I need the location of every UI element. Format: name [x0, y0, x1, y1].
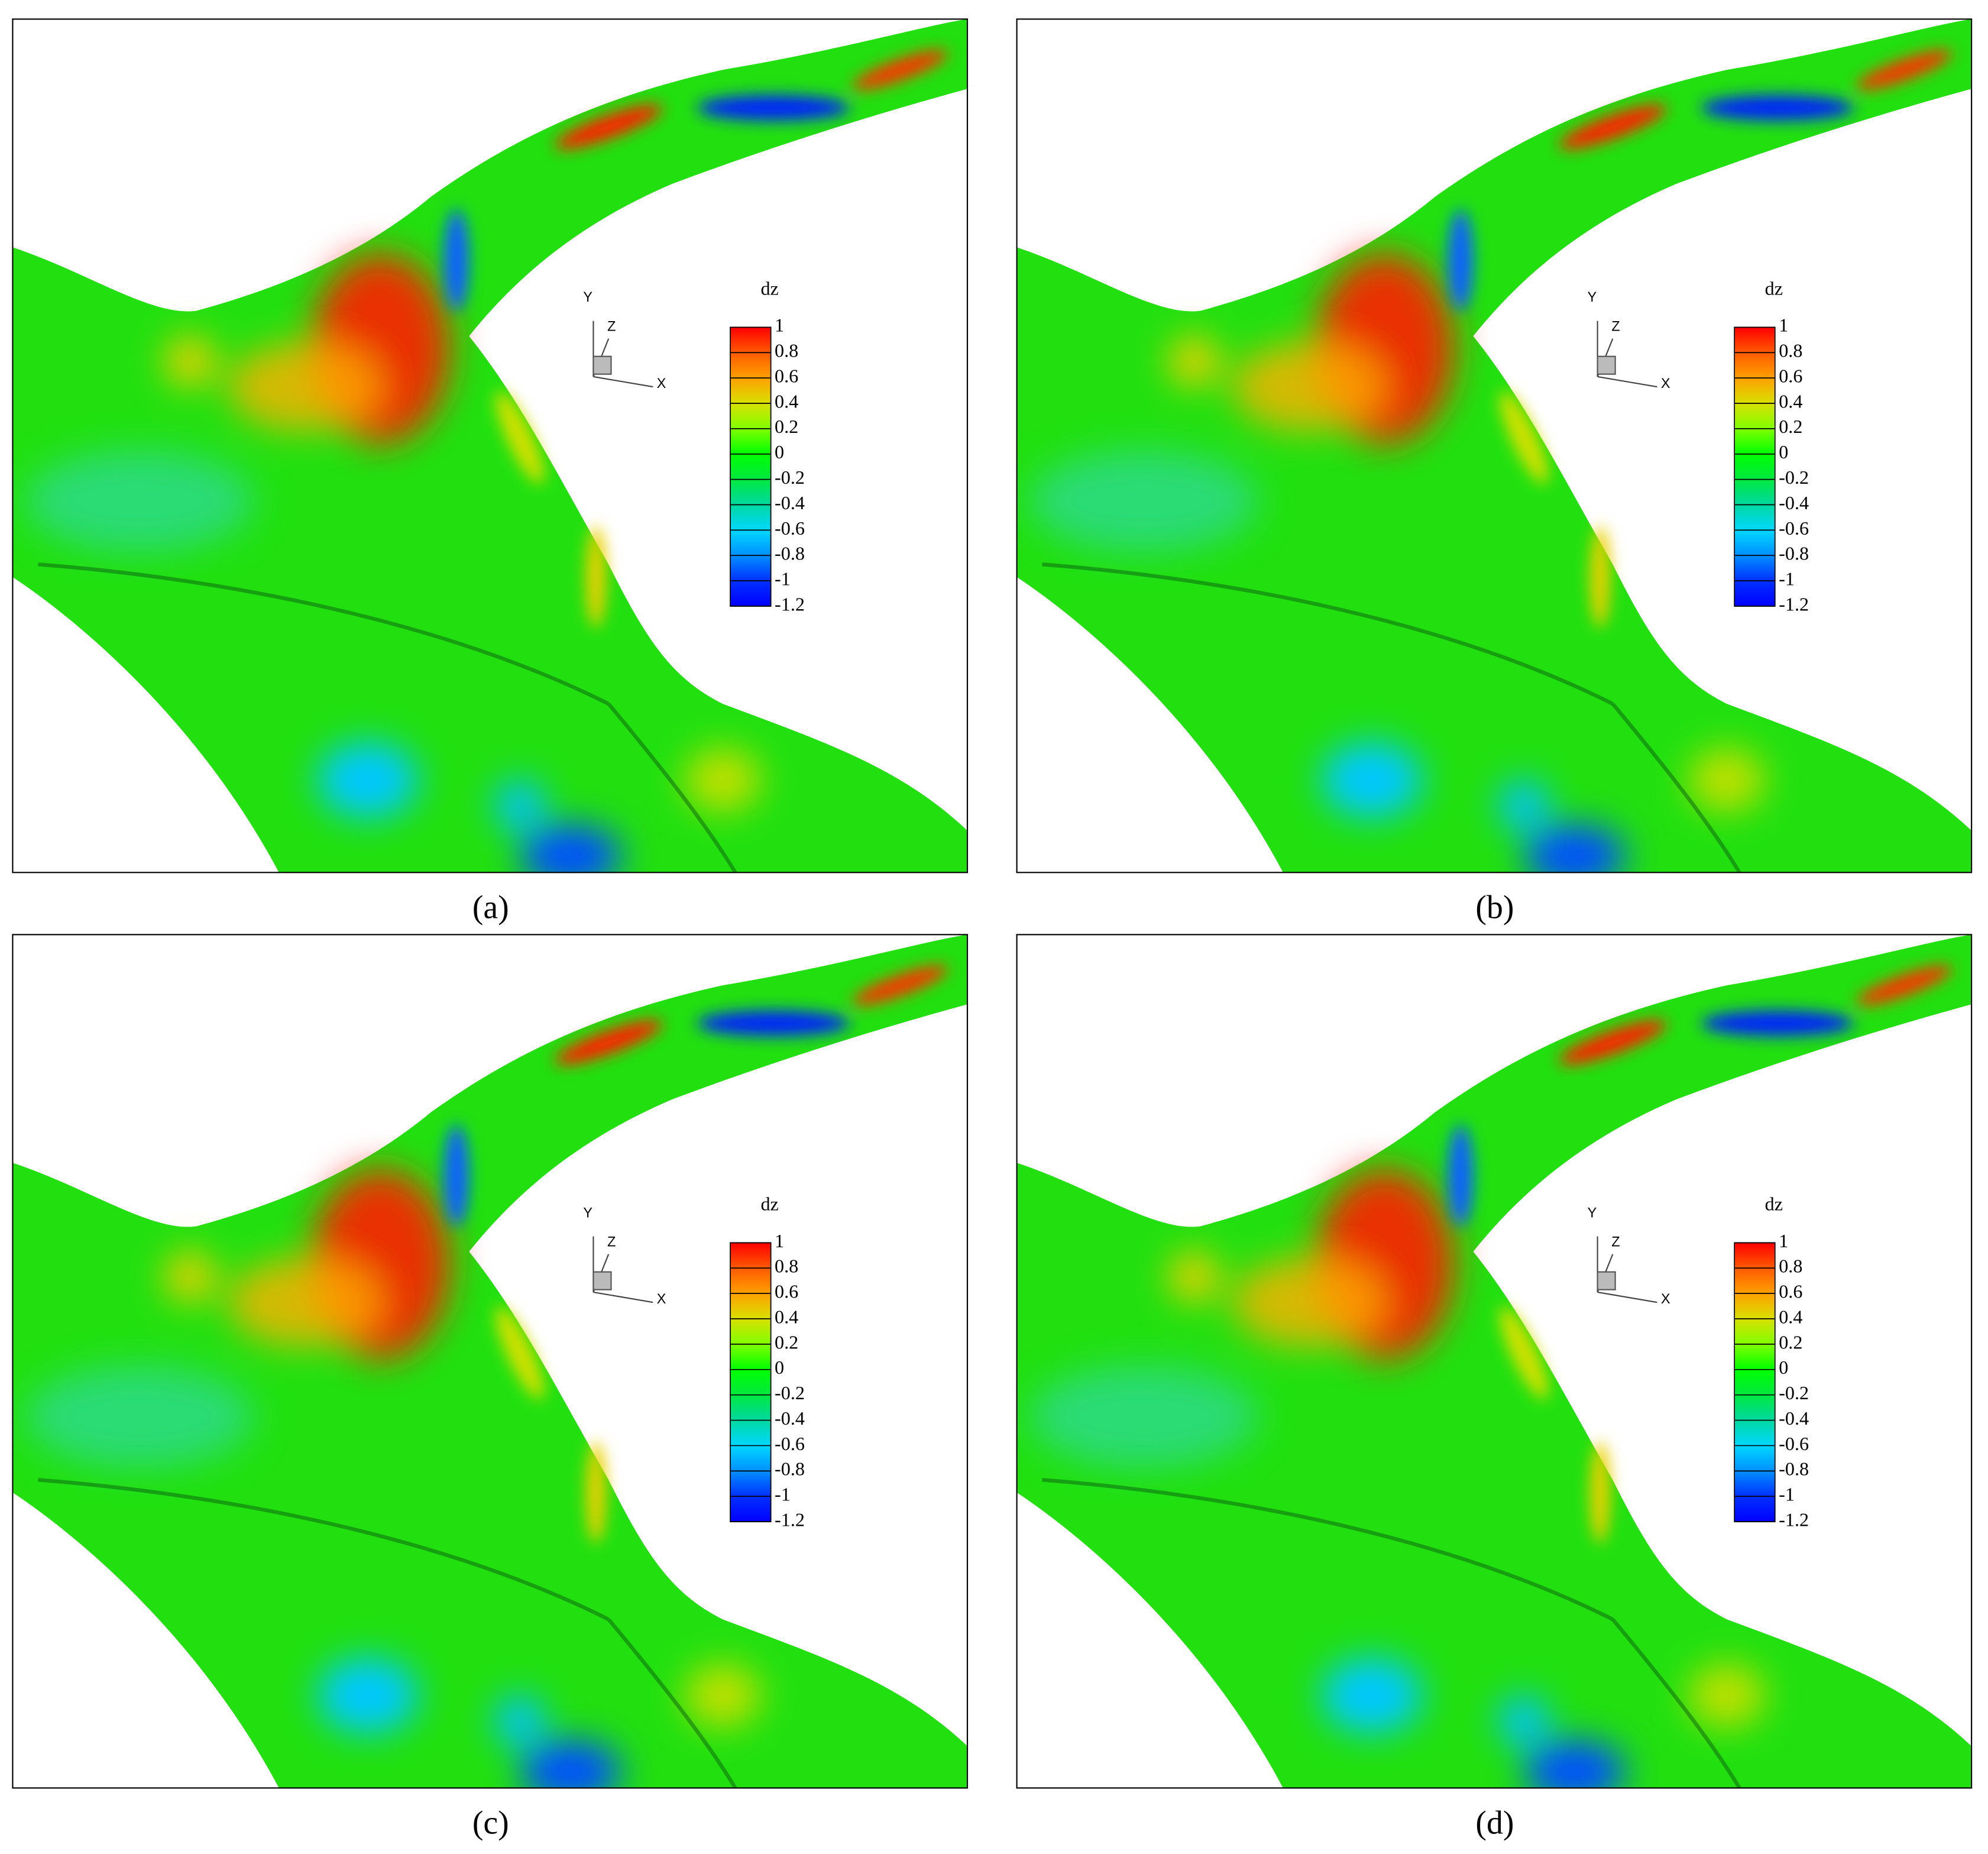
axis-cube	[1597, 1271, 1616, 1290]
colorbar	[1734, 1243, 1775, 1522]
panel-label: (d)	[1475, 1804, 1514, 1841]
colorbar	[730, 327, 771, 607]
panel: YZ Xdz 1 0.8 0.6 0.4 0.2 0 -0.2 -0.4 -0.6 -0.8 -1 -1.…	[12, 934, 967, 1803]
colorbar-tick-label: 0	[775, 1357, 784, 1378]
axis-label: X	[1661, 1291, 1670, 1306]
colorbar-tick-label: 0.2	[775, 1331, 798, 1353]
axis-label: Y	[1587, 289, 1597, 305]
colorbar-tick-label: -0.6	[1779, 517, 1809, 539]
axis-label: X	[657, 376, 666, 391]
colorbar-tick-label: 0.8	[775, 340, 798, 361]
axis-line	[593, 1291, 653, 1303]
colorbar-tick-label: 0.4	[775, 390, 798, 412]
colorbar-tick-label: 1	[775, 315, 784, 336]
colorbar-tick-label: -0.4	[775, 1408, 805, 1429]
axis-label: Y	[583, 289, 592, 305]
colorbar-tick-label: 0.8	[1779, 1256, 1802, 1277]
colorbar-frame	[1734, 326, 1776, 607]
colorbar-title: dz	[760, 1193, 778, 1215]
colorbar-tick-label: 0.4	[1779, 390, 1802, 412]
colorbar-tick-label: -0.8	[775, 543, 805, 564]
colorbar-tick-label: -1	[1779, 568, 1795, 590]
axis-line	[1597, 376, 1657, 388]
panel: YZ Xdz 1 0.8 0.6 0.4 0.2 0 -0.2 -0.4 -0.6 -0.8 -1 -1.…	[12, 19, 967, 888]
axis-label: X	[657, 1291, 666, 1306]
colorbar-tick-label: -0.2	[775, 1382, 805, 1403]
colorbar-title: dz	[1765, 1193, 1783, 1215]
axis-label: Y	[583, 1205, 592, 1220]
axis-cube	[592, 1271, 612, 1290]
colorbar-tick-label: -0.6	[775, 517, 805, 539]
colorbar-frame	[730, 326, 772, 607]
colorbar-tick-label: -0.2	[1779, 1382, 1809, 1403]
panel-label: (b)	[1475, 889, 1514, 926]
axis-label: Z	[607, 1234, 616, 1250]
colorbar-tick-label: 1	[775, 1230, 784, 1251]
colorbar-tick-label: 0.4	[1779, 1306, 1802, 1327]
axis-line	[1597, 1291, 1657, 1303]
colorbar-tick-label: -0.4	[1779, 492, 1809, 513]
colorbar-frame	[730, 1242, 772, 1522]
colorbar-tick-label: -0.6	[775, 1433, 805, 1454]
colorbar-title: dz	[760, 278, 778, 299]
axis-cube	[1597, 355, 1616, 375]
colorbar-tick-label: 0.2	[1779, 1331, 1802, 1353]
colorbar-tick-label: -0.4	[1779, 1408, 1809, 1429]
panel-label: (c)	[472, 1804, 509, 1841]
colorbar-tick-label: -0.8	[775, 1458, 805, 1480]
colorbar-tick-label: -0.2	[775, 467, 805, 488]
colorbar-tick-label: -0.8	[1779, 543, 1809, 564]
colorbar-tick-label: 0	[775, 441, 784, 462]
colorbar	[1734, 327, 1775, 607]
colorbar-tick-label: 0.8	[1779, 340, 1802, 361]
colorbar-tick-label: 0.8	[775, 1256, 798, 1277]
colorbar-tick-label: 0.4	[775, 1306, 798, 1327]
contour-plot	[1017, 934, 1972, 1803]
colorbar-frame	[1734, 1242, 1776, 1522]
colorbar-tick-label: 0.6	[775, 365, 798, 386]
colorbar-tick-label: 1	[1779, 315, 1788, 336]
colorbar-tick-label: -1.2	[1779, 1509, 1809, 1530]
colorbar-tick-label: -0.2	[1779, 467, 1809, 488]
colorbar-tick-label: 0.2	[1779, 416, 1802, 437]
panel-label: (a)	[472, 889, 509, 926]
axis-line	[593, 376, 653, 388]
colorbar-tick-label: 0.6	[1779, 365, 1802, 386]
colorbar-tick-label: -1.2	[1779, 593, 1809, 614]
axis-label: Z	[607, 319, 616, 334]
colorbar-tick-label: -0.8	[1779, 1458, 1809, 1480]
axis-label: Z	[1611, 1234, 1620, 1250]
colorbar-tick-label: 0.2	[775, 416, 798, 437]
colorbar-title: dz	[1765, 278, 1783, 299]
colorbar-tick-label: 0	[1779, 1357, 1788, 1378]
colorbar-tick-label: 1	[1779, 1230, 1788, 1251]
colorbar-tick-label: 0	[1779, 441, 1788, 462]
colorbar-tick-label: -0.4	[775, 492, 805, 513]
contour-plot	[1017, 19, 1972, 888]
colorbar-tick-label: 0.6	[775, 1281, 798, 1302]
contour-plot	[12, 934, 967, 1803]
colorbar-tick-label: -0.6	[1779, 1433, 1809, 1454]
panel: YZ Xdz 1 0.8 0.6 0.4 0.2 0 -0.2 -0.4 -0.6 -0.8 -1 -1.…	[1017, 19, 1972, 888]
axis-cube	[592, 355, 612, 375]
contour-plot	[12, 19, 967, 888]
colorbar-tick-label: -1	[775, 568, 791, 590]
axis-label: X	[1661, 376, 1670, 391]
colorbar	[730, 1243, 771, 1522]
axis-label: Y	[1587, 1205, 1597, 1220]
axis-label: Z	[1611, 319, 1620, 334]
colorbar-tick-label: -1.2	[775, 1509, 805, 1530]
colorbar-tick-label: -1.2	[775, 593, 805, 614]
panel: YZ Xdz 1 0.8 0.6 0.4 0.2 0 -0.2 -0.4 -0.6 -0.8 -1 -1.…	[1017, 934, 1972, 1803]
colorbar-tick-label: -1	[775, 1484, 791, 1505]
colorbar-tick-label: -1	[1779, 1484, 1795, 1505]
colorbar-tick-label: 0.6	[1779, 1281, 1802, 1302]
